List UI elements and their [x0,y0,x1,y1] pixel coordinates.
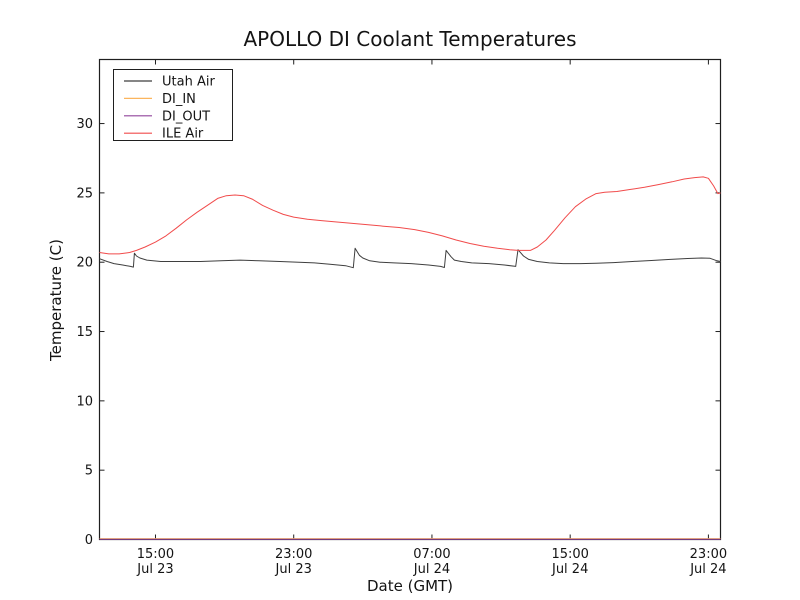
series-line-ile-air [99,176,721,255]
x-tick-label: 07:00 [413,547,450,562]
x-tick-label: 15:00 [137,547,174,562]
x-tick-label: 23:00 [275,547,312,562]
y-tick-label: 30 [76,117,93,132]
y-tick-label: 0 [85,533,93,548]
legend-label-ile-air: ILE Air [162,127,204,142]
x-tick-label: Jul 24 [689,562,726,577]
series-line-utah-air [99,247,721,269]
x-tick-label: Jul 24 [551,562,588,577]
x-axis-label: Date (GMT) [367,577,453,595]
data-series [99,176,721,540]
legend-label-utah-air: Utah Air [162,75,215,90]
legend: Utah Air DI_IN DI_OUT ILE Air [113,69,233,142]
y-tick-label: 10 [76,394,93,409]
chart-title: APOLLO DI Coolant Temperatures [243,27,576,51]
y-tick-label: 20 [76,256,93,271]
y-tick-label: 5 [85,464,93,479]
x-tick-label: 15:00 [551,547,588,562]
legend-label-di-in: DI_IN [162,92,196,107]
x-tick-label: Jul 23 [136,562,173,577]
x-tick-label: Jul 24 [413,562,450,577]
y-axis-label: Temperature (C) [47,239,65,362]
y-tick-label: 15 [76,325,93,340]
legend-label-di-out: DI_OUT [162,109,210,124]
x-tick-label: 23:00 [690,547,727,562]
y-tick-label: 25 [76,186,93,201]
x-tick-label: Jul 23 [275,562,312,577]
